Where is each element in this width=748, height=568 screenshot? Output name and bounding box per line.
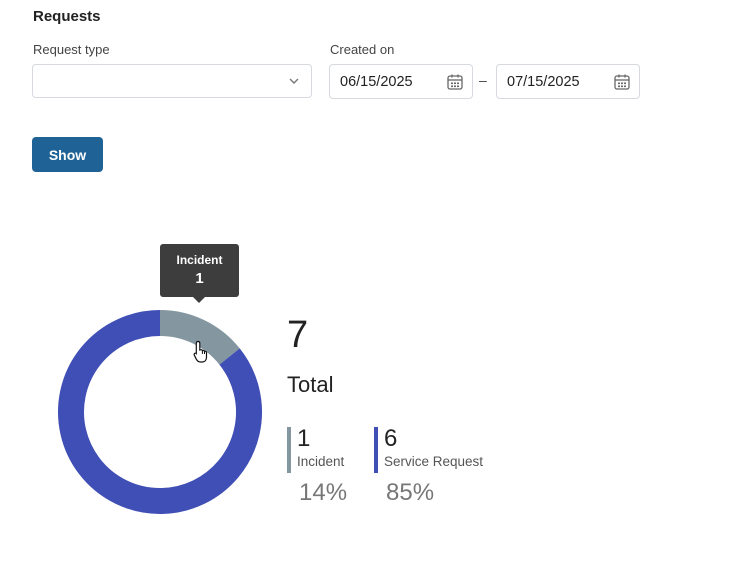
- total-count: 7: [287, 314, 309, 356]
- tooltip-value: 1: [195, 270, 204, 287]
- legend-item-service-request: 6 Service Request 85%: [374, 426, 483, 507]
- legend-name: Incident: [297, 454, 345, 469]
- request-type-label: Request type: [33, 42, 110, 57]
- request-type-select[interactable]: [32, 64, 312, 98]
- date-from-field[interactable]: [329, 64, 473, 99]
- donut-chart: [58, 310, 262, 514]
- legend-percent: 85%: [386, 479, 435, 506]
- legend-percent: 14%: [299, 479, 348, 506]
- page-title: Requests: [33, 8, 101, 25]
- calendar-icon[interactable]: [446, 73, 464, 91]
- legend-color-bar: [374, 427, 378, 473]
- legend-name: Service Request: [384, 454, 484, 469]
- chart-tooltip: Incident 1: [160, 244, 239, 303]
- chevron-down-icon[interactable]: [287, 74, 301, 88]
- created-on-label: Created on: [330, 42, 395, 57]
- total-label: Total: [287, 372, 334, 397]
- date-range-separator: –: [479, 72, 487, 88]
- legend-item-incident: 1 Incident 14%: [287, 426, 347, 507]
- date-to-field[interactable]: [496, 64, 640, 99]
- tooltip-name: Incident: [176, 253, 223, 267]
- calendar-icon[interactable]: [613, 73, 631, 91]
- legend-color-bar: [287, 427, 291, 473]
- legend-count: 1: [297, 425, 311, 452]
- legend-count: 6: [384, 425, 398, 452]
- donut-slice-incident[interactable]: [159, 310, 240, 365]
- donut-slice-service-request[interactable]: [58, 310, 262, 514]
- hand-pointer-icon: [193, 340, 211, 369]
- show-button[interactable]: Show: [32, 137, 103, 172]
